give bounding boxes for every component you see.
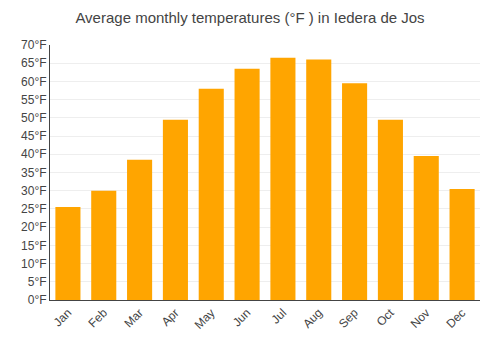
svg-text:Aug: Aug [300, 306, 325, 331]
svg-text:Apr: Apr [159, 306, 182, 329]
svg-text:0°F: 0°F [28, 293, 47, 307]
svg-text:10°F: 10°F [21, 257, 46, 271]
svg-text:40°F: 40°F [21, 147, 46, 161]
svg-text:Oct: Oct [374, 305, 398, 329]
svg-text:Dec: Dec [443, 306, 468, 331]
svg-text:Jun: Jun [230, 306, 254, 330]
svg-text:55°F: 55°F [21, 93, 46, 107]
svg-text:70°F: 70°F [21, 38, 46, 52]
svg-text:Jul: Jul [269, 306, 290, 327]
svg-text:May: May [192, 306, 218, 332]
svg-text:Nov: Nov [408, 306, 433, 331]
svg-text:5°F: 5°F [28, 275, 47, 289]
svg-text:20°F: 20°F [21, 220, 46, 234]
svg-text:35°F: 35°F [21, 166, 46, 180]
svg-text:Sep: Sep [336, 306, 361, 331]
svg-text:Jan: Jan [51, 306, 75, 330]
svg-text:Mar: Mar [121, 306, 146, 331]
svg-text:45°F: 45°F [21, 129, 46, 143]
svg-text:25°F: 25°F [21, 202, 46, 216]
svg-text:30°F: 30°F [21, 184, 46, 198]
svg-text:65°F: 65°F [21, 56, 46, 70]
svg-text:60°F: 60°F [21, 75, 46, 89]
svg-text:50°F: 50°F [21, 111, 46, 125]
svg-text:15°F: 15°F [21, 239, 46, 253]
svg-text:Average monthly temperatures (: Average monthly temperatures (°F ) in Ie… [75, 9, 424, 26]
svg-text:Feb: Feb [86, 306, 111, 331]
